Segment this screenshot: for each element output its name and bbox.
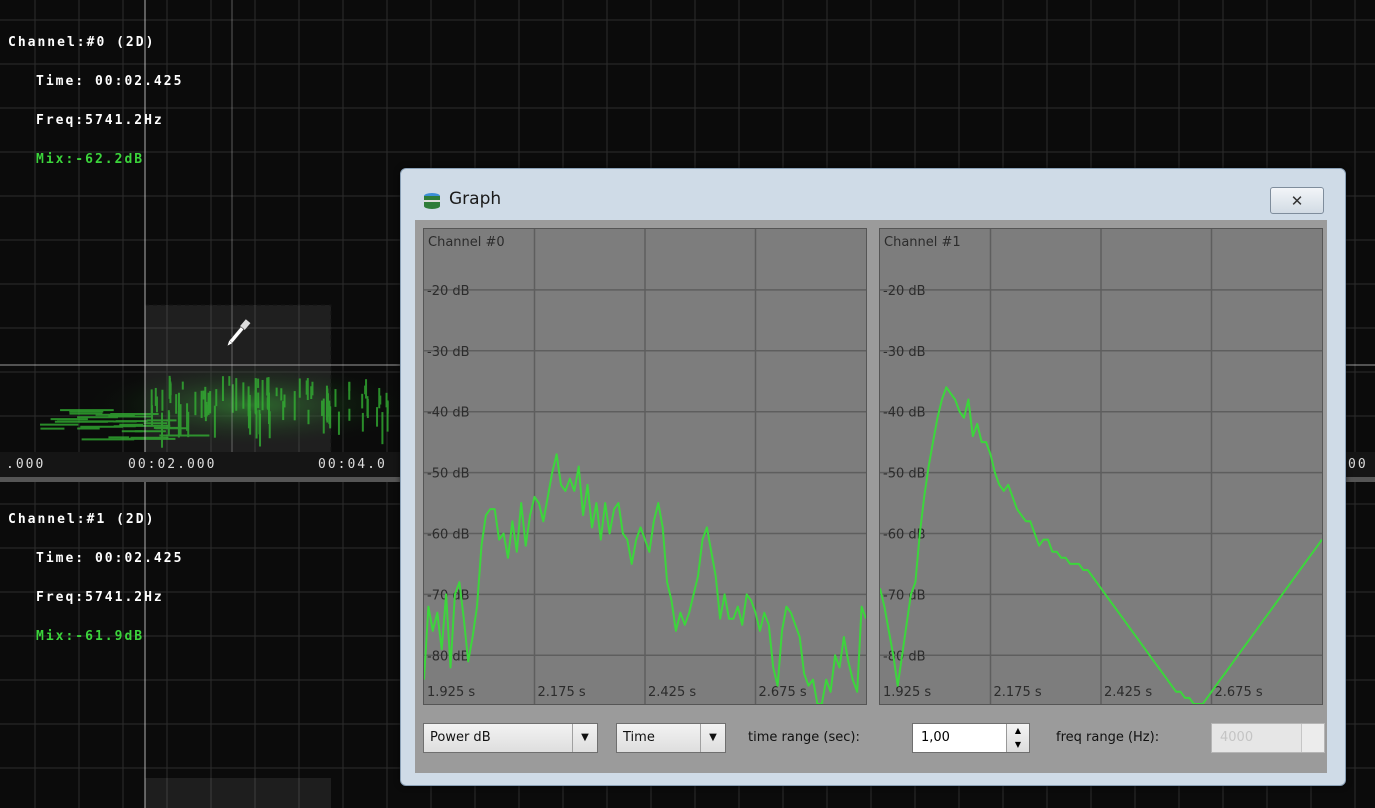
channel0-xtick-label: 1.925 s	[427, 685, 475, 700]
timeline-label-1: 00:02.000	[128, 457, 217, 472]
time-range-input[interactable]: 1,00 ▲ ▼	[912, 723, 1030, 753]
channel1-xtick-label: 1.925 s	[883, 685, 931, 700]
timeline-label-0: .000	[6, 457, 46, 472]
channel0-ytick-label: -70 dB	[427, 588, 470, 603]
timeline-label-2: 00:04.0	[318, 457, 387, 472]
channel1-series-line	[880, 386, 1322, 704]
channel0-gridlines	[424, 229, 866, 704]
channel1-ytick-label: -40 dB	[883, 406, 926, 421]
close-icon: ✕	[1290, 192, 1304, 210]
axis-select[interactable]: Time ▼	[616, 723, 726, 753]
channel0-mix: Mix:-62.2dB	[36, 152, 145, 167]
time-range-label: time range (sec):	[748, 730, 860, 745]
channel1-xtick-label: 2.425 s	[1104, 685, 1152, 700]
graph-window[interactable]: Graph ✕ Channel #0 -20 dB -30 dB -40 dB -50 …	[400, 168, 1346, 786]
channel1-graph: Channel #1 -20 dB -30 dB -40 dB -50 dB -60 dB…	[879, 228, 1323, 705]
mode-select[interactable]: Power dB ▼	[423, 723, 598, 753]
channel1-title: Channel #1	[884, 235, 961, 250]
stepper-down-icon[interactable]: ▼	[1014, 740, 1022, 749]
channel1-gridlines	[880, 229, 1322, 704]
eyedropper-icon	[227, 319, 251, 346]
channel0-ytick-label: -60 dB	[427, 527, 470, 542]
chevron-down-icon[interactable]: ▼	[700, 724, 725, 752]
channel0-series-line	[424, 453, 866, 704]
channel0-freq: Freq:5741.2Hz	[36, 113, 164, 128]
mode-select-value: Power dB	[430, 730, 491, 745]
channel0-label: Channel:#0 (2D)	[8, 35, 156, 50]
channel0-time: Time: 00:02.425	[36, 74, 184, 89]
channel1-xtick-label: 2.175 s	[994, 685, 1042, 700]
graph-controls: Power dB ▼ Time ▼ time range (sec): 1,00…	[415, 713, 1327, 773]
channel1-ytick-label: -60 dB	[883, 527, 926, 542]
channel1-ytick-label: -50 dB	[883, 467, 926, 482]
channel1-info: Channel:#1 (2D) Time: 00:02.425 Freq:574…	[8, 487, 183, 656]
freq-range-input: 4000	[1211, 723, 1325, 753]
axis-select-value: Time	[623, 730, 655, 745]
channel0-ytick-label: -80 dB	[427, 649, 470, 664]
channel0-ytick-label: -20 dB	[427, 284, 470, 299]
graph-client-area: Channel #0 -20 dB -30 dB -40 dB -50 dB -60 dB…	[415, 220, 1327, 773]
channel1-ytick-label: -80 dB	[883, 649, 926, 664]
channel1-label: Channel:#1 (2D)	[8, 512, 156, 527]
channel0-info: Channel:#0 (2D) Time: 00:02.425 Freq:574…	[8, 10, 183, 179]
time-range-stepper[interactable]: ▲ ▼	[1006, 724, 1029, 752]
close-button[interactable]: ✕	[1270, 187, 1324, 214]
stepper-up-icon[interactable]: ▲	[1014, 726, 1022, 735]
freq-range-value: 4000	[1220, 730, 1254, 745]
channel1-freq: Freq:5741.2Hz	[36, 590, 164, 605]
channel0-ytick-label: -40 dB	[427, 406, 470, 421]
channel0-xtick-label: 2.425 s	[648, 685, 696, 700]
channel1-ytick-label: -70 dB	[883, 588, 926, 603]
channel0-title: Channel #0	[428, 235, 505, 250]
channel1-xtick-label: 2.675 s	[1215, 685, 1263, 700]
channel0-ytick-label: -50 dB	[427, 467, 470, 482]
channel1-ytick-label: -20 dB	[883, 284, 926, 299]
channel0-graph: Channel #0 -20 dB -30 dB -40 dB -50 dB -60 dB…	[423, 228, 867, 705]
channel0-xtick-label: 2.675 s	[759, 685, 807, 700]
channel1-chart: Channel #1 -20 dB -30 dB -40 dB -50 dB -60 dB…	[880, 229, 1322, 704]
graph-title: Graph	[449, 189, 502, 209]
channel0-ytick-label: -30 dB	[427, 345, 470, 360]
channel0-xtick-label: 2.175 s	[538, 685, 586, 700]
channel1-time: Time: 00:02.425	[36, 551, 184, 566]
time-range-value: 1,00	[921, 730, 950, 745]
channel1-ytick-label: -30 dB	[883, 345, 926, 360]
timeline-label-3: 00	[1348, 457, 1368, 472]
channel1-mix: Mix:-61.9dB	[36, 629, 145, 644]
chevron-down-icon[interactable]: ▼	[572, 724, 597, 752]
database-icon	[424, 193, 440, 209]
freq-range-stepper	[1301, 724, 1324, 752]
graph-titlebar[interactable]: Graph ✕	[401, 169, 1345, 219]
freq-range-label: freq range (Hz):	[1056, 730, 1160, 745]
channel0-chart: Channel #0 -20 dB -30 dB -40 dB -50 dB -60 dB…	[424, 229, 866, 704]
